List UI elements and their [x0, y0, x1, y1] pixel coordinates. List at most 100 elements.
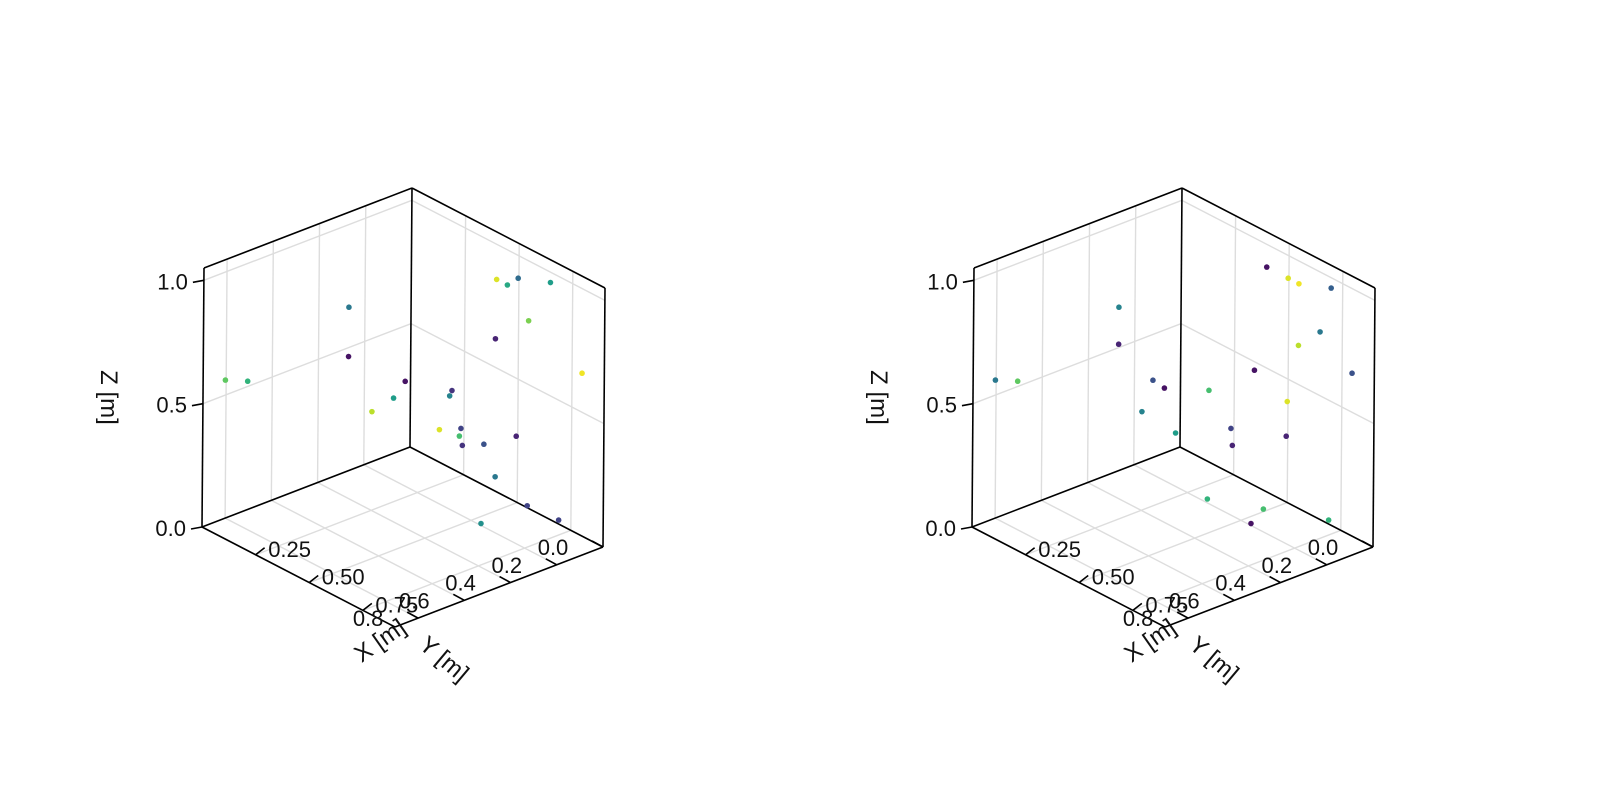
y-tick-label: 0.0 [538, 535, 569, 560]
y-tick [406, 611, 419, 619]
z-tick-label: 0.5 [156, 393, 187, 418]
y-tick-label: 0.6 [1169, 588, 1200, 613]
data-point [1328, 285, 1334, 291]
data-point [1349, 370, 1355, 377]
axis-frame [1372, 287, 1376, 548]
y-tick [1269, 575, 1281, 584]
x-tick [362, 602, 373, 611]
grid-line [255, 474, 464, 556]
data-point [1014, 378, 1021, 385]
grid-line [1040, 241, 1045, 501]
grid-line [570, 271, 574, 531]
data-point [369, 408, 375, 415]
scatter-panel-left: 0.250.500.750.00.20.40.60.80.00.51.0X [m… [95, 187, 606, 687]
y-tick [1222, 593, 1235, 602]
y-tick-label: 0.8 [1123, 606, 1154, 631]
x-tick-label: 0.75 [375, 592, 418, 617]
x-tick [1078, 574, 1089, 584]
data-point [1263, 264, 1270, 270]
data-point [1228, 425, 1234, 432]
data-point [1150, 377, 1156, 384]
grid-line [1133, 464, 1328, 566]
data-point [346, 304, 352, 311]
data-point [1204, 496, 1211, 502]
data-point [492, 473, 498, 480]
grid-line [516, 243, 520, 503]
grid-line [363, 205, 367, 465]
grid-line [1087, 481, 1281, 584]
data-point [1260, 506, 1267, 512]
grid-line [410, 323, 605, 425]
scatter-panel-right: 0.250.500.750.00.20.40.60.80.00.51.0X [m… [865, 187, 1376, 687]
data-point [1172, 430, 1179, 436]
data-point [493, 276, 500, 283]
x-tick [1132, 602, 1143, 611]
data-point [1229, 442, 1236, 449]
grid-line [1133, 205, 1137, 465]
grid-line [316, 223, 321, 483]
y-axis-title: Y [m] [414, 631, 474, 687]
axis-frame [1179, 446, 1374, 548]
z-tick-label: 1.0 [157, 269, 188, 294]
z-tick [191, 402, 204, 407]
grid-line [362, 529, 572, 611]
y-tick-label: 0.2 [1261, 553, 1292, 578]
grid-line [994, 259, 998, 519]
grid-line [1078, 501, 1288, 584]
z-tick-label: 0.5 [926, 393, 957, 418]
z-tick [190, 526, 203, 530]
grid-line [1041, 499, 1235, 601]
grid-line [1181, 199, 1376, 301]
data-point [244, 378, 251, 385]
grid-line [1132, 529, 1342, 611]
grid-line [317, 481, 511, 584]
data-point [402, 378, 409, 385]
data-point [504, 282, 511, 288]
grid-line [462, 215, 467, 475]
y-tick [1176, 611, 1189, 619]
data-point [555, 517, 562, 523]
y-axis-title: Y [m] [1184, 631, 1244, 687]
axis-frame [411, 187, 606, 289]
grid-line [271, 499, 465, 601]
axis-frame [602, 287, 606, 548]
data-point [446, 393, 453, 399]
grid-line [1340, 271, 1344, 531]
data-point [222, 377, 229, 383]
data-point [1284, 398, 1291, 405]
x-tick-label: 0.50 [1092, 565, 1135, 590]
grid-line [224, 517, 419, 619]
grid-line [972, 323, 1182, 405]
data-point [345, 353, 352, 360]
data-point [1325, 517, 1332, 523]
x-tick-label: 0.25 [1038, 537, 1081, 562]
data-point [456, 433, 463, 439]
x-tick-label: 0.25 [268, 537, 311, 562]
axis-frame [971, 446, 1181, 528]
data-point [513, 433, 520, 440]
y-tick-label: 0.6 [399, 588, 430, 613]
grid-line [1025, 474, 1234, 556]
z-tick-label: 0.0 [925, 516, 956, 541]
data-point [525, 317, 532, 324]
data-point [1285, 275, 1291, 282]
data-point [579, 370, 585, 377]
data-point [524, 502, 531, 509]
data-point [992, 377, 999, 383]
axis-frame [973, 187, 1183, 269]
grid-line [363, 464, 558, 566]
y-tick [499, 575, 511, 584]
y-tick [452, 593, 465, 602]
x-tick-label: 0.75 [1145, 592, 1188, 617]
grid-line [973, 199, 1183, 281]
grid-line [308, 501, 518, 584]
axis-frame [971, 267, 975, 528]
y-tick-label: 0.8 [353, 606, 384, 631]
data-point [1161, 385, 1168, 391]
axis-frame [201, 446, 411, 528]
data-point [515, 275, 521, 282]
x-axis-line [394, 546, 604, 628]
axis-frame [203, 187, 413, 269]
data-point [459, 442, 466, 449]
grid-line [270, 241, 275, 501]
